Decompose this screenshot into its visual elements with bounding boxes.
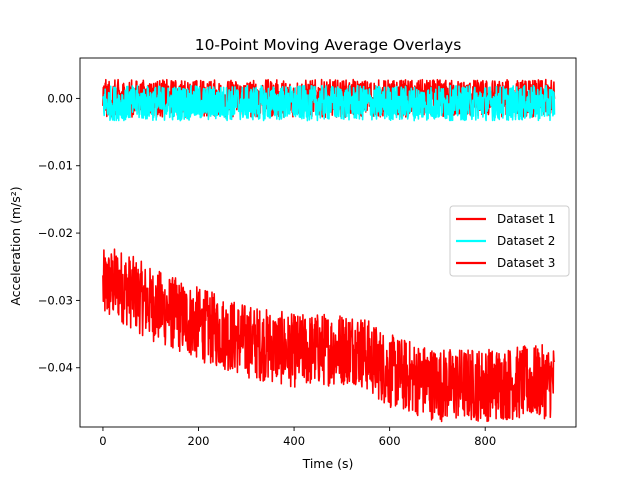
y-tick-label: −0.03 [38, 293, 73, 307]
y-tick-label: −0.01 [38, 159, 73, 173]
legend-label-3: Dataset 3 [497, 256, 555, 270]
legend: Dataset 1 Dataset 2 Dataset 3 [449, 205, 570, 277]
axes-layer: 0 200 400 600 800 0.00 −0.01 −0.02 −0.03 −0.04 [38, 57, 577, 448]
legend-label-2: Dataset 2 [497, 234, 555, 248]
chart-title: 10-Point Moving Average Overlays [195, 36, 462, 54]
series-line-2 [102, 84, 556, 122]
x-tick-label: 0 [99, 434, 106, 448]
series-line-3 [102, 248, 556, 423]
y-tick-label: −0.04 [38, 361, 73, 375]
x-tick-label: 600 [379, 434, 401, 448]
x-tick-label: 400 [283, 434, 305, 448]
x-axis-label: Time (s) [302, 456, 354, 471]
y-tick-label: −0.02 [38, 226, 73, 240]
y-tick-label: 0.00 [47, 91, 73, 105]
plot-frame [79, 57, 577, 428]
x-tick-label: 800 [474, 434, 496, 448]
series-layer [102, 78, 556, 423]
y-axis-label: Acceleration (m/s²) [8, 186, 23, 305]
legend-label-1: Dataset 1 [497, 212, 555, 226]
legend-box [449, 205, 570, 277]
x-tick-label: 200 [188, 434, 210, 448]
